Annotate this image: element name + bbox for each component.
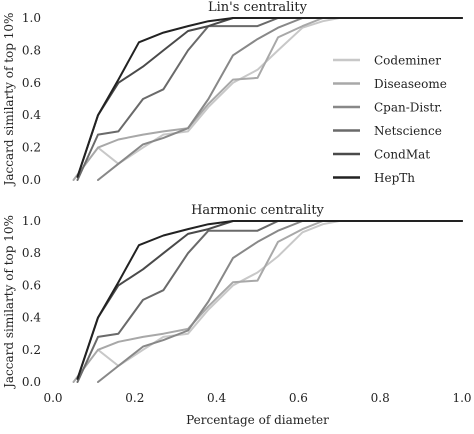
chart-1-title: Harmonic centrality <box>191 203 324 218</box>
legend-label-codeminer: Codeminer <box>374 54 441 68</box>
chart-0-ylabel: Jaccard similarty of top 10% <box>2 13 16 188</box>
chart-1-ytick-label: 0.8 <box>22 246 41 260</box>
chart-1-ytick-label: 1.0 <box>22 214 41 228</box>
chart-0-series-line-diseaseome <box>72 17 463 181</box>
chart-1-ytick-label: 0.0 <box>22 375 41 389</box>
chart-1-xtick-label: 0.2 <box>125 391 144 405</box>
legend-label-cpan-distr-: Cpan-Distr. <box>374 101 442 115</box>
chart-1-ylabel: Jaccard similarty of top 10% <box>2 215 16 390</box>
chart-0-ytick-label: 1.0 <box>22 11 41 25</box>
chart-0-ytick-label: 0.4 <box>22 108 41 122</box>
chart-1-ytick-label: 0.4 <box>22 311 41 325</box>
chart-1-xtick-label: 0.6 <box>289 391 308 405</box>
chart-1-series-line-diseaseome <box>72 220 463 383</box>
chart-1-series-line-netscience <box>76 220 463 383</box>
legend-label-netscience: Netscience <box>374 124 442 138</box>
chart-1-ytick-label: 0.6 <box>22 278 41 292</box>
chart-1-xlabel: Percentage of diameter <box>186 413 329 427</box>
chart-0-title: Lin's centrality <box>208 0 308 15</box>
chart-1-xtick-label: 1.0 <box>452 391 471 405</box>
chart-0-ytick-label: 0.0 <box>22 173 41 187</box>
chart-1-xtick-label: 0.8 <box>371 391 390 405</box>
legend-label-hepth: HepTh <box>374 171 415 185</box>
legend-label-condmat: CondMat <box>374 148 430 162</box>
chart-1-xtick-label: 0.0 <box>43 391 62 405</box>
legend-label-diseaseome: Diseaseome <box>374 77 447 91</box>
chart-1-ytick-label: 0.2 <box>22 343 41 357</box>
chart-1-series-line-hepth <box>76 220 463 380</box>
chart-0-series-line-hepth <box>76 17 463 178</box>
chart-1-xtick-label: 0.4 <box>207 391 226 405</box>
chart-1-series-line-cpan-distr- <box>97 220 463 383</box>
chart-0-ytick-label: 0.8 <box>22 43 41 57</box>
chart-0-ytick-label: 0.2 <box>22 141 41 155</box>
chart-0-ytick-label: 0.6 <box>22 76 41 90</box>
